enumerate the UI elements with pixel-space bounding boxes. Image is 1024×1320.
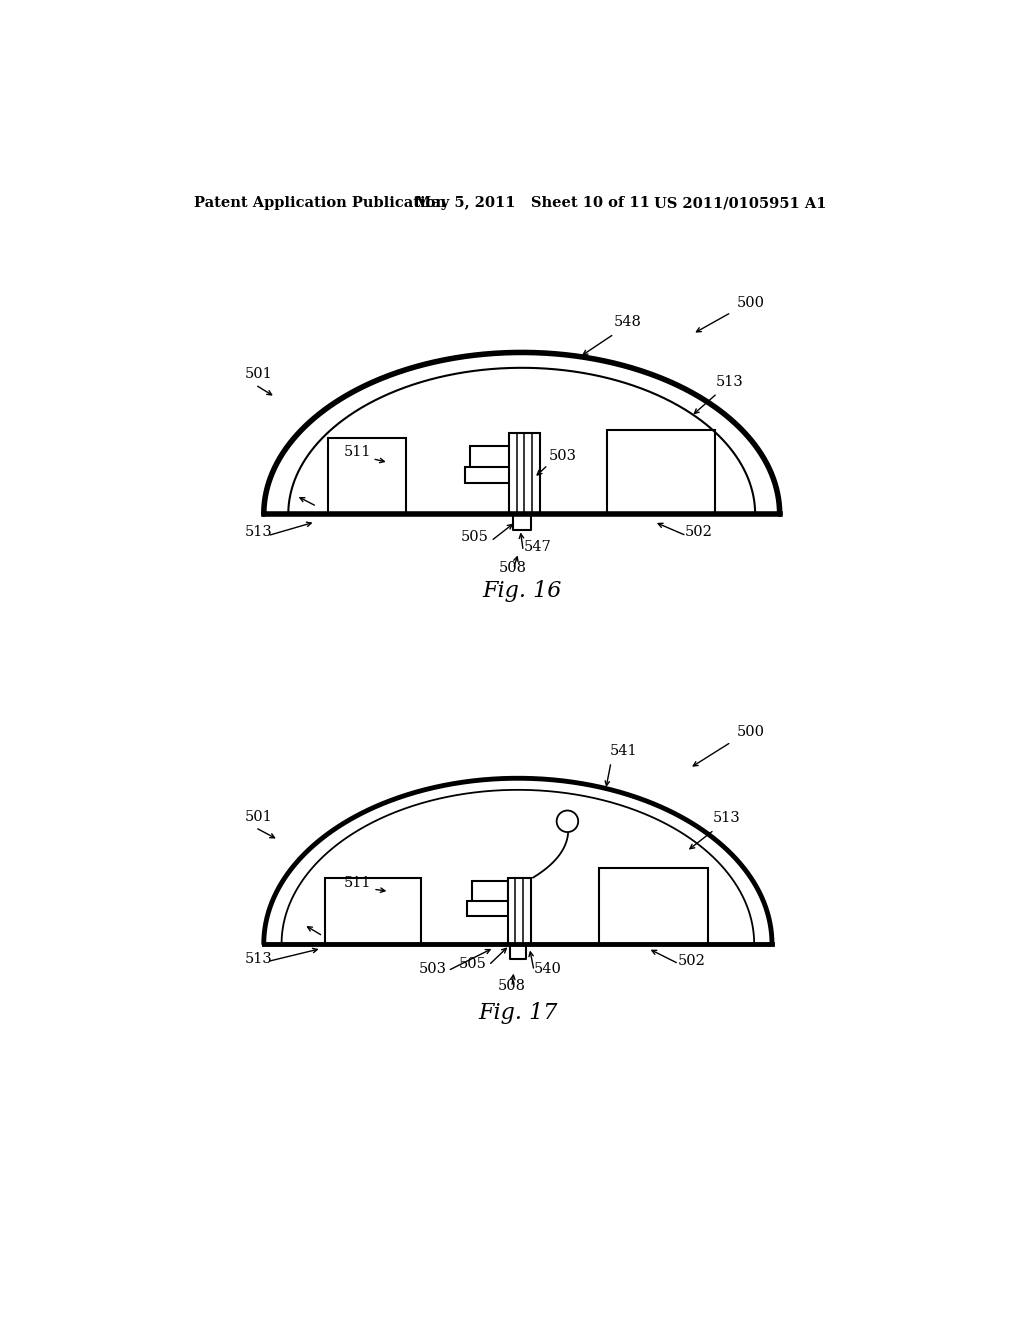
Bar [467,900,513,916]
Text: Patent Application Publication: Patent Application Publication [194,197,445,210]
Text: 503: 503 [549,449,577,463]
Text: 541: 541 [609,744,637,758]
Circle shape [557,810,579,832]
Text: 547: 547 [523,540,551,554]
Text: 513: 513 [713,810,740,825]
Text: May 5, 2011   Sheet 10 of 11: May 5, 2011 Sheet 10 of 11 [416,197,650,210]
Text: 513: 513 [245,952,272,966]
Text: 501: 501 [245,809,272,824]
Text: US 2011/0105951 A1: US 2011/0105951 A1 [654,197,826,210]
Text: 500: 500 [736,296,765,310]
Text: 501: 501 [245,367,272,381]
Bar [509,433,540,515]
Bar [465,467,516,483]
Text: 540: 540 [535,962,562,975]
Text: Fig. 17: Fig. 17 [478,1002,557,1024]
Bar [508,878,530,944]
Text: 511: 511 [343,445,371,459]
Text: 500: 500 [736,725,765,739]
Text: Fig. 16: Fig. 16 [482,581,561,602]
Text: 505: 505 [459,957,486,972]
Text: 503: 503 [418,962,446,975]
Text: 513: 513 [716,375,743,388]
Bar [607,430,715,513]
Bar [329,438,406,515]
Text: 502: 502 [685,525,713,539]
Text: 508: 508 [498,979,525,993]
Bar [325,878,421,944]
Text: 505: 505 [461,531,488,544]
Bar [470,446,511,469]
Text: 511: 511 [344,876,372,890]
Text: 508: 508 [500,561,527,576]
Text: 548: 548 [614,315,642,329]
Text: 502: 502 [677,954,706,969]
Bar [472,880,508,903]
Text: 513: 513 [245,525,272,539]
Bar [599,867,709,944]
